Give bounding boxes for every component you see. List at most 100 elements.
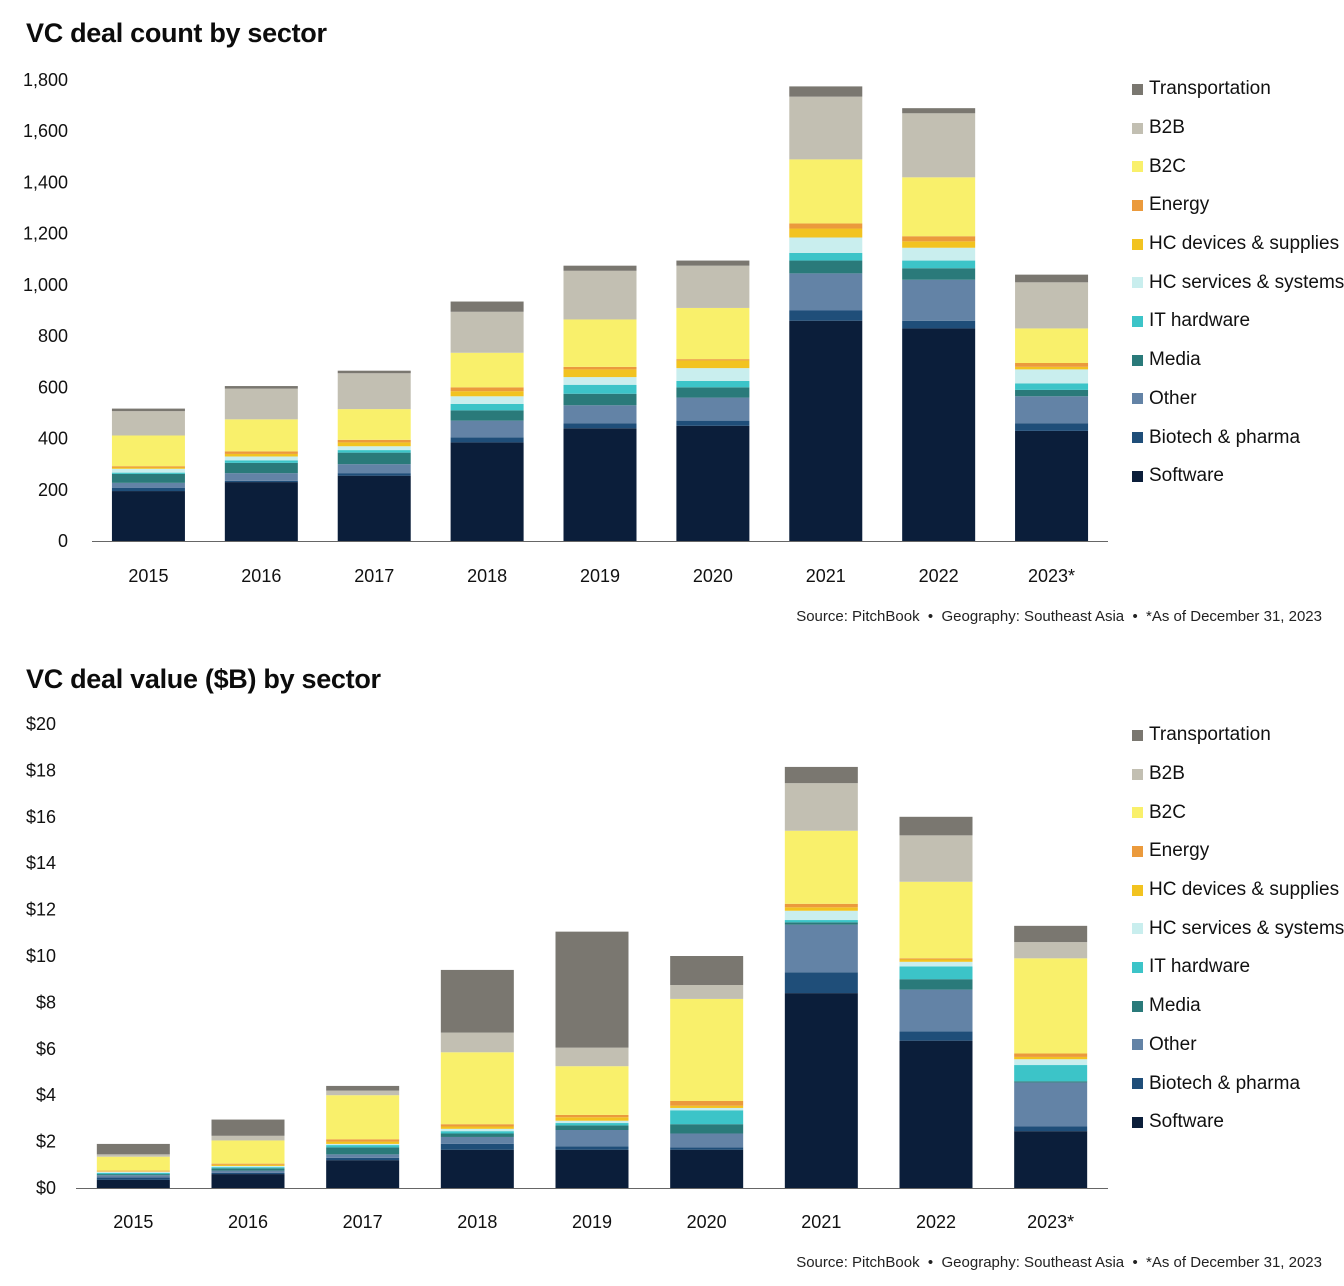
legend-swatch — [1132, 354, 1143, 366]
count-bar-segment-b2b — [337, 373, 411, 410]
count-bar-segment-biotech-pharma — [1015, 423, 1089, 431]
value-bar-segment-biotech-pharma — [440, 1143, 514, 1150]
value-bar-segment-b2b — [440, 1032, 514, 1053]
value-bar-segment-media — [670, 1124, 744, 1134]
count-bar-segment-b2c — [789, 159, 863, 224]
legend-swatch — [1132, 315, 1143, 327]
value-bar-segment-transportation — [440, 969, 514, 1033]
value-bar-segment-software — [784, 993, 858, 1188]
count-bar-segment-energy — [902, 236, 976, 242]
value-y-tick-label: $6 — [36, 1039, 56, 1059]
legend-swatch — [1132, 884, 1143, 896]
legend-item: Other — [1132, 1026, 1342, 1065]
count-bar-segment-b2b — [789, 96, 863, 160]
value-bar-segment-b2c — [1014, 958, 1088, 1054]
count-bar-segment-software — [789, 320, 863, 541]
value-y-tick-label: $4 — [36, 1085, 56, 1105]
count-bar-segment-biotech-pharma — [224, 480, 298, 483]
value-bar-segment-other — [440, 1136, 514, 1144]
count-bar-segment-software — [111, 491, 185, 541]
count-bar-segment-hc-devices-supplies — [450, 391, 524, 397]
deal-value-legend: Transportation B2B B2C Energy HC devices & s… — [1132, 716, 1344, 1142]
value-x-tick-label: 2015 — [113, 1212, 153, 1232]
value-y-tick-label: $2 — [36, 1132, 56, 1152]
count-x-tick-label: 2016 — [241, 566, 281, 586]
legend-item: Software — [1132, 457, 1342, 496]
legend-item: Energy — [1132, 186, 1342, 225]
count-bar-segment-b2b — [111, 411, 185, 436]
legend-item: Other — [1132, 380, 1342, 419]
value-y-tick-label: $20 — [26, 714, 56, 734]
value-bar-segment-it-hardware — [326, 1145, 400, 1148]
legend-label: Media — [1149, 349, 1201, 371]
legend-label: Other — [1149, 1033, 1197, 1055]
count-bar-segment-other — [224, 473, 298, 481]
legend-item: Energy — [1132, 832, 1342, 871]
value-bar-segment-other — [211, 1170, 285, 1173]
count-bar-segment-hc-devices-supplies — [1015, 366, 1089, 370]
legend-item: Transportation — [1132, 716, 1342, 755]
value-bar-segment-energy — [440, 1124, 514, 1127]
value-bar-segment-it-hardware — [670, 1110, 744, 1125]
legend-item: B2B — [1132, 755, 1342, 794]
value-bar-segment-energy — [96, 1170, 170, 1172]
count-bar-segment-media — [1015, 389, 1089, 397]
count-bar-segment-software — [1015, 430, 1089, 541]
legend-label: Other — [1149, 387, 1197, 409]
value-bar-segment-hc-devices-supplies — [555, 1117, 629, 1121]
count-bar-segment-hc-services-systems — [1015, 369, 1089, 384]
legend-swatch — [1132, 845, 1143, 857]
value-bar-segment-transportation — [211, 1119, 285, 1136]
value-bar-segment-hc-services-systems — [784, 910, 858, 921]
count-bar-segment-other — [902, 279, 976, 321]
count-bar-segment-media — [902, 268, 976, 280]
count-bar-segment-transportation — [902, 108, 976, 114]
value-bar-segment-it-hardware — [1014, 1065, 1088, 1082]
count-bar-segment-hc-devices-supplies — [563, 369, 637, 378]
value-bar-segment-hc-services-systems — [670, 1107, 744, 1111]
count-bar-segment-media — [789, 260, 863, 274]
count-bar-segment-hc-devices-supplies — [902, 241, 976, 248]
count-bar-segment-biotech-pharma — [902, 320, 976, 329]
count-bar-segment-transportation — [676, 260, 750, 266]
count-bar-segment-energy — [224, 451, 298, 454]
value-bar-segment-hc-devices-supplies — [1014, 1056, 1088, 1060]
deal-count-chart-panel: VC deal count by sector 0 200 400 600 800 1,0… — [0, 0, 1344, 640]
legend-label: Transportation — [1149, 78, 1271, 100]
legend-label: HC services & systems — [1149, 917, 1344, 939]
count-bar-segment-transportation — [224, 386, 298, 389]
count-bar-segment-it-hardware — [337, 450, 411, 453]
count-bar-segment-other — [789, 273, 863, 311]
value-bar-segment-hc-devices-supplies — [899, 959, 973, 962]
value-bar-segment-software — [555, 1149, 629, 1188]
legend-item: Transportation — [1132, 70, 1342, 109]
value-x-tick-label: 2022 — [916, 1212, 956, 1232]
value-bar-segment-biotech-pharma — [555, 1146, 629, 1150]
deal-value-chart-panel: VC deal value ($B) by sector $0 $2 $4 $6 $8 $… — [0, 646, 1344, 1286]
value-y-tick-label: $16 — [26, 807, 56, 827]
count-bar-segment-hc-services-systems — [563, 377, 637, 385]
count-bar-segment-energy — [1015, 363, 1089, 367]
deal-count-chart-title: VC deal count by sector — [26, 18, 327, 48]
value-bar-segment-biotech-pharma — [899, 1031, 973, 1041]
value-bar-segment-b2c — [899, 881, 973, 959]
value-x-tick-label: 2019 — [572, 1212, 612, 1232]
legend-item: HC services & systems — [1132, 909, 1344, 948]
legend-label: B2C — [1149, 801, 1186, 823]
deal-count-source-note: Source: PitchBook • Geography: Southeast… — [796, 608, 1322, 625]
count-bar-segment-biotech-pharma — [337, 473, 411, 476]
legend-swatch — [1132, 161, 1143, 173]
count-y-tick-label: 1,400 — [23, 172, 68, 192]
legend-swatch — [1132, 1000, 1143, 1012]
count-bar-segment-energy — [111, 466, 185, 468]
value-bar-segment-biotech-pharma — [784, 972, 858, 994]
deal-value-source-note: Source: PitchBook • Geography: Southeast… — [796, 1254, 1322, 1271]
count-bar-segment-biotech-pharma — [789, 310, 863, 321]
count-bar-segment-biotech-pharma — [450, 437, 524, 443]
value-bar-segment-transportation — [670, 956, 744, 985]
value-bar-segment-biotech-pharma — [1014, 1126, 1088, 1132]
value-bar-segment-energy — [326, 1139, 400, 1142]
legend-swatch — [1132, 807, 1143, 819]
count-bar-segment-hc-services-systems — [337, 446, 411, 451]
count-bar-segment-transportation — [450, 301, 524, 312]
